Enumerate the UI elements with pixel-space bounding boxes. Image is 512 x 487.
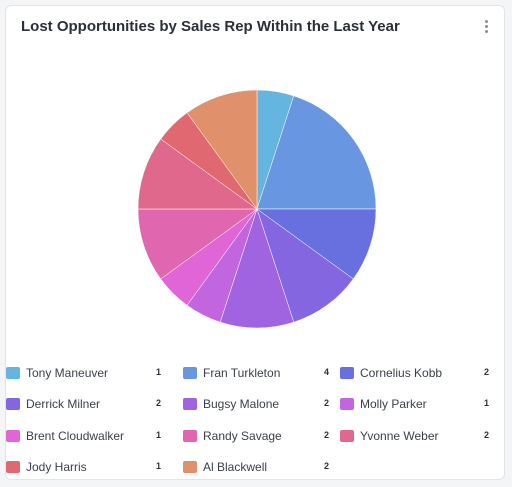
legend-label: Al Blackwell	[203, 459, 268, 474]
legend-value: 1	[156, 460, 162, 471]
legend-label: Jody Harris	[26, 459, 87, 474]
legend-value: 1	[484, 398, 490, 409]
legend-swatch	[183, 367, 197, 379]
legend-swatch	[340, 429, 354, 442]
legend-item[interactable]: Randy Savage	[183, 428, 282, 444]
legend-item[interactable]: Derrick Milner	[6, 396, 100, 412]
kebab-menu-icon[interactable]	[478, 16, 494, 36]
legend-value: 2	[156, 398, 162, 409]
legend-item[interactable]: Fran Turkleton	[183, 365, 280, 381]
legend-label: Fran Turkleton	[203, 366, 281, 380]
legend-item[interactable]: Brent Cloudwalker	[6, 428, 124, 444]
legend-label: Tony Maneuver	[26, 366, 109, 380]
legend-swatch	[6, 460, 20, 473]
pie-slice-yvonne-weber[interactable]	[137, 138, 258, 210]
legend-swatch	[183, 398, 197, 411]
legend-label: Yvonne Weber	[360, 428, 439, 443]
legend-item[interactable]: Cornelius Kobb	[340, 365, 442, 381]
legend-swatch	[183, 460, 197, 473]
legend-swatch	[6, 367, 20, 379]
pie-slice-derrick-milner[interactable]	[256, 208, 354, 323]
legend-label: Brent Cloudwalker	[26, 428, 125, 443]
legend-value: 2	[484, 367, 490, 377]
pie-slice-al-blackwell[interactable]	[186, 89, 258, 210]
legend-value: 4	[324, 367, 330, 377]
legend-item[interactable]: Bugsy Malone	[183, 396, 279, 412]
legend-item[interactable]: Al Blackwell	[183, 459, 267, 475]
legend-label: Derrick Milner	[26, 397, 101, 412]
legend-item[interactable]: Yvonne Weber	[340, 428, 439, 444]
legend-value: 1	[156, 367, 162, 377]
pie-slice-cornelius-kobb[interactable]	[256, 208, 377, 280]
legend-swatch	[183, 429, 197, 442]
pie-slice-bugsy-malone[interactable]	[219, 208, 295, 329]
legend-value: 2	[484, 429, 490, 440]
legend-value: 2	[324, 398, 330, 409]
legend-label: Molly Parker	[360, 397, 427, 412]
legend-label: Randy Savage	[203, 428, 282, 443]
legend-item[interactable]: Molly Parker	[340, 396, 427, 412]
pie-slice-fran-turkleton[interactable]	[256, 95, 377, 210]
legend-label: Cornelius Kobb	[360, 366, 443, 380]
legend-swatch	[6, 398, 20, 411]
legend-item[interactable]: Jody Harris	[6, 459, 87, 475]
legend-label: Bugsy Malone	[203, 397, 280, 412]
legend-swatch	[340, 367, 354, 379]
legend-swatch	[340, 398, 354, 411]
legend-value: 2	[324, 429, 330, 440]
legend-item[interactable]: Tony Maneuver	[6, 365, 108, 381]
chart-title: Lost Opportunities by Sales Rep Within t…	[21, 18, 400, 35]
legend-value: 2	[324, 460, 330, 471]
legend-value: 1	[156, 429, 162, 440]
legend-swatch	[6, 429, 20, 442]
pie-slice-randy-savage[interactable]	[137, 208, 258, 280]
